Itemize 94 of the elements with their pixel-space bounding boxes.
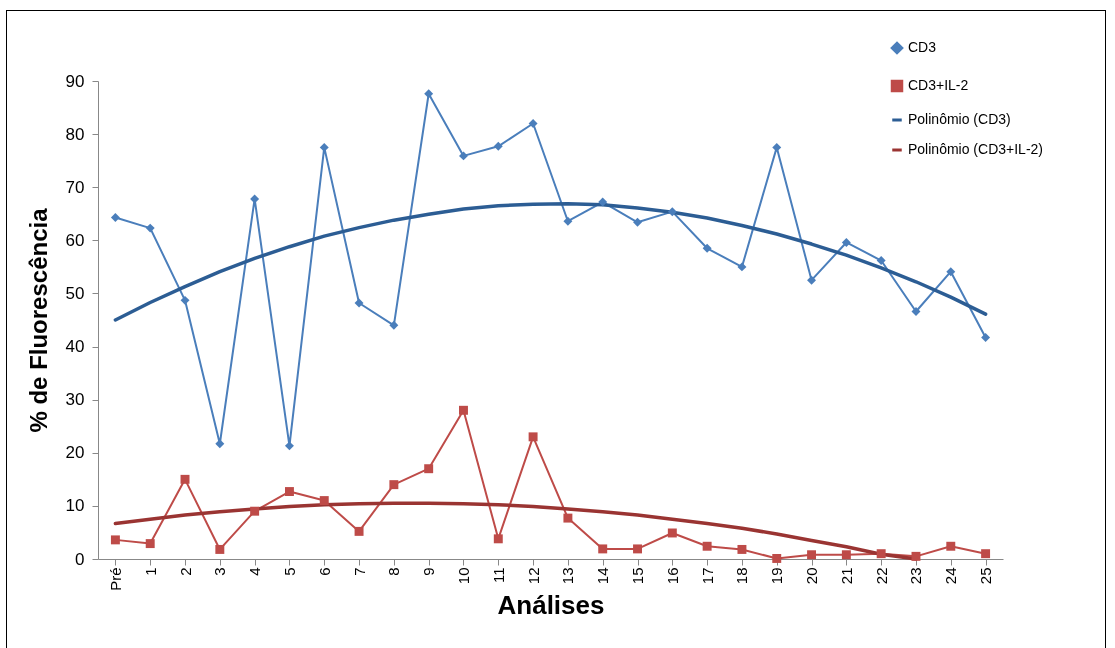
point xyxy=(911,307,921,316)
x-tick-label: 15 xyxy=(629,567,647,585)
legend-label: Polinômio (CD3+IL-2) xyxy=(908,141,1043,157)
x-tick-label: 5 xyxy=(280,567,298,576)
x-tick-label: 1 xyxy=(141,567,159,576)
point xyxy=(250,194,260,204)
point xyxy=(459,405,468,415)
point xyxy=(598,544,608,554)
y-tick-label: 90 xyxy=(65,71,85,91)
y-tick-label: 20 xyxy=(65,443,85,463)
point xyxy=(702,243,712,253)
point xyxy=(772,554,782,563)
legend-label: Polinômio (CD3) xyxy=(908,111,1011,127)
point xyxy=(110,535,120,545)
x-tick-label: 18 xyxy=(733,567,751,585)
point xyxy=(911,551,921,561)
x-axis-title: Análises xyxy=(497,589,605,620)
x-tick-label: 4 xyxy=(246,567,264,576)
x-tick-label: 22 xyxy=(872,567,890,585)
point xyxy=(807,550,817,560)
x-tick-label: 24 xyxy=(942,567,960,585)
y-tick-label: 70 xyxy=(65,177,85,197)
point xyxy=(424,464,434,474)
point xyxy=(633,217,642,227)
point xyxy=(563,216,573,226)
point xyxy=(215,439,225,449)
point xyxy=(215,544,225,554)
x-tick-label: Pré xyxy=(106,567,124,591)
point xyxy=(737,262,747,272)
point xyxy=(180,295,190,305)
point xyxy=(459,151,468,161)
point xyxy=(981,333,991,342)
x-tick-label: 2 xyxy=(176,567,194,576)
y-tick-label: 40 xyxy=(65,337,85,357)
point xyxy=(250,506,260,516)
x-tick-label: 9 xyxy=(420,567,438,576)
point xyxy=(110,213,120,222)
point xyxy=(981,549,991,559)
x-tick-label: 23 xyxy=(907,567,925,585)
point xyxy=(180,474,190,484)
x-tick-label: 14 xyxy=(594,567,612,585)
point xyxy=(389,480,399,490)
y-tick-label: 50 xyxy=(65,283,85,303)
point xyxy=(772,142,782,152)
x-tick-label: 17 xyxy=(698,567,716,585)
point xyxy=(598,197,608,207)
point xyxy=(563,513,573,523)
point xyxy=(667,528,677,538)
legend-label: CD3+IL-2 xyxy=(908,77,969,93)
point xyxy=(876,256,886,265)
point xyxy=(702,541,712,551)
point xyxy=(284,441,294,451)
x-tick-label: 25 xyxy=(977,567,995,585)
x-tick-label: 16 xyxy=(663,567,681,585)
point xyxy=(528,432,538,442)
y-tick-label: 10 xyxy=(65,496,85,516)
point xyxy=(389,320,399,330)
y-axis-title: % de Fluorescência xyxy=(24,207,52,433)
x-tick-label: 3 xyxy=(211,567,229,576)
point xyxy=(284,487,294,497)
x-tick-label: 19 xyxy=(768,567,786,585)
y-tick-label: 30 xyxy=(65,390,85,410)
point xyxy=(737,544,747,554)
x-tick-label: 12 xyxy=(524,567,542,585)
point xyxy=(493,534,503,544)
y-tick-label: 60 xyxy=(65,230,85,250)
x-tick-label: 10 xyxy=(454,567,472,585)
point xyxy=(319,142,329,152)
point xyxy=(319,496,329,506)
point xyxy=(528,119,538,128)
x-tick-label: 7 xyxy=(350,567,368,576)
legend-label: CD3 xyxy=(908,39,937,55)
x-tick-label: 20 xyxy=(803,567,821,585)
point xyxy=(841,550,851,560)
point xyxy=(667,207,677,217)
point xyxy=(354,526,364,536)
point xyxy=(354,298,364,308)
x-tick-label: 21 xyxy=(837,567,855,585)
x-tick-label: 11 xyxy=(489,567,507,584)
point xyxy=(145,223,155,233)
point xyxy=(145,539,155,549)
point xyxy=(841,237,851,247)
point xyxy=(424,89,434,99)
x-tick-label: 8 xyxy=(385,567,403,576)
x-tick-label: 13 xyxy=(559,567,577,585)
x-tick-label: 6 xyxy=(315,567,333,576)
point xyxy=(946,541,956,551)
point xyxy=(807,275,817,285)
y-tick-label: 0 xyxy=(75,549,85,569)
point xyxy=(633,544,642,554)
point xyxy=(946,267,956,277)
point xyxy=(876,549,886,559)
y-tick-label: 80 xyxy=(65,124,85,144)
point xyxy=(493,141,503,151)
